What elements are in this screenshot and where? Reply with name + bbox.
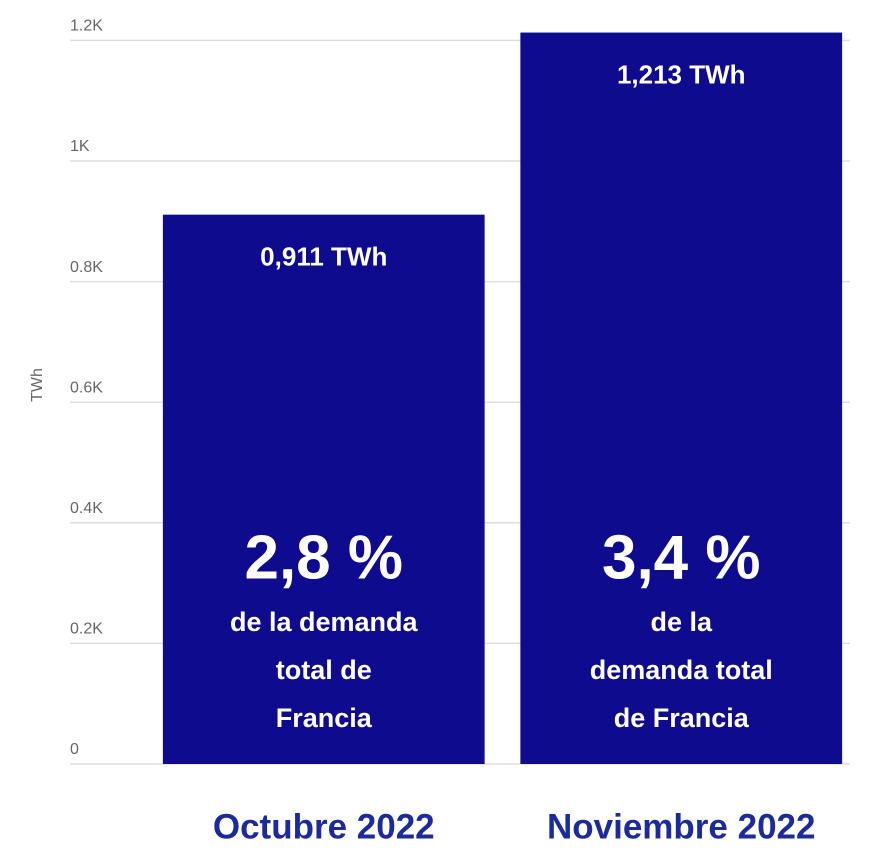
- bar: [162, 214, 485, 765]
- y-axis-label: TWh: [29, 368, 46, 402]
- annotation-line: de la: [650, 607, 713, 637]
- y-tick-label: 0: [70, 741, 79, 758]
- bar: [520, 32, 843, 765]
- y-tick-label: 1K: [70, 138, 90, 155]
- y-tick-label: 0.2K: [70, 621, 103, 638]
- annotation-line: de Francia: [614, 703, 750, 733]
- annotation-line: total de: [276, 655, 372, 685]
- x-tick-label: Noviembre 2022: [547, 807, 815, 846]
- annotation-line: demanda total: [590, 655, 773, 685]
- annotation-percent: 2,8 %: [244, 523, 403, 592]
- value-label: 0,911 TWh: [260, 242, 387, 272]
- value-label: 1,213 TWh: [617, 59, 746, 89]
- annotation-line: de la demanda: [230, 607, 419, 637]
- annotation-percent: 3,4 %: [602, 523, 761, 592]
- y-tick-label: 0.8K: [70, 259, 103, 276]
- x-tick-label: Octubre 2022: [213, 807, 435, 846]
- y-tick-label: 0.6K: [70, 379, 103, 396]
- annotation-line: Francia: [276, 703, 373, 733]
- y-tick-label: 1.2K: [70, 18, 103, 35]
- y-tick-label: 0.4K: [70, 500, 103, 517]
